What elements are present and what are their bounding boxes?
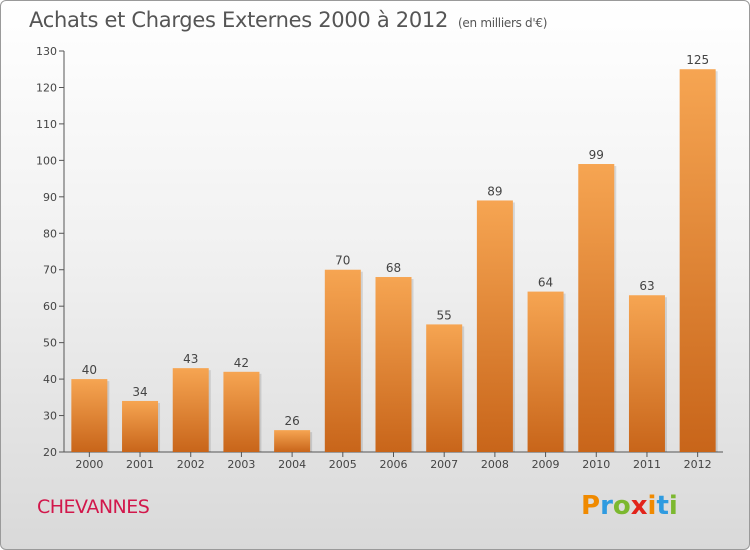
bar-value-label: 68 (386, 261, 401, 275)
logo-letter: i (668, 491, 678, 521)
x-tick-label: 2003 (227, 458, 255, 471)
x-tick: 2001 (126, 452, 154, 471)
x-tick-label: 2005 (329, 458, 357, 471)
x-tick-label: 2007 (430, 458, 458, 471)
bar (172, 368, 209, 452)
x-tick: 2003 (227, 452, 255, 471)
bar-value-label: 42 (234, 356, 249, 370)
logo-letter: o (612, 491, 631, 521)
y-tick-label: 110 (36, 118, 57, 131)
x-tick: 2010 (582, 452, 610, 471)
y-tick: 120 (36, 81, 64, 94)
y-tick: 80 (43, 227, 64, 240)
y-tick: 110 (36, 118, 64, 131)
x-tick: 2007 (430, 452, 458, 471)
bar-value-label: 55 (437, 308, 452, 322)
y-tick: 100 (36, 154, 64, 167)
bar (375, 277, 412, 452)
chart-title: Achats et Charges Externes 2000 à 2012 (e… (29, 8, 547, 32)
bar-value-label: 64 (538, 276, 553, 290)
logo-letter: i (647, 491, 657, 521)
y-tick-label: 20 (43, 446, 57, 459)
x-tick-label: 2011 (633, 458, 661, 471)
x-tick-label: 2000 (75, 458, 103, 471)
x-tick: 2004 (278, 452, 306, 471)
bar-value-label: 34 (132, 385, 147, 399)
x-tick: 2000 (75, 452, 103, 471)
bar-value-label: 125 (686, 53, 709, 67)
x-tick: 2002 (177, 452, 205, 471)
x-tick: 2008 (481, 452, 509, 471)
bar-value-label: 70 (335, 254, 350, 268)
x-tick-label: 2012 (684, 458, 712, 471)
y-tick-label: 80 (43, 227, 57, 240)
x-tick-label: 2004 (278, 458, 306, 471)
y-tick: 70 (43, 264, 64, 277)
y-tick-label: 60 (43, 300, 57, 313)
bar-value-label: 40 (82, 363, 97, 377)
bar-value-label: 89 (487, 184, 502, 198)
x-tick: 2011 (633, 452, 661, 471)
y-tick: 130 (36, 45, 64, 58)
x-tick: 2006 (380, 452, 408, 471)
x-tick-label: 2006 (380, 458, 408, 471)
x-tick-label: 2009 (532, 458, 560, 471)
bar (274, 430, 311, 452)
bar (628, 295, 665, 452)
x-tick: 2009 (532, 452, 560, 471)
bar-value-label: 43 (183, 352, 198, 366)
y-tick-label: 70 (43, 264, 57, 277)
bar (426, 324, 463, 452)
y-tick: 90 (43, 191, 64, 204)
y-tick-label: 120 (36, 81, 57, 94)
bar (679, 69, 716, 453)
bar (71, 379, 108, 452)
x-tick: 2012 (684, 452, 712, 471)
bar-value-label: 26 (284, 414, 299, 428)
bar-value-label: 63 (639, 279, 654, 293)
y-tick: 60 (43, 300, 64, 313)
y-tick-label: 90 (43, 191, 57, 204)
y-tick-label: 100 (36, 154, 57, 167)
y-tick: 30 (43, 410, 64, 423)
town-name: CHEVANNES (37, 496, 150, 518)
y-tick-label: 40 (43, 373, 57, 386)
bars (71, 69, 718, 453)
logo-letter: x (630, 491, 648, 521)
bar (223, 371, 260, 452)
bar-value-label: 99 (589, 148, 604, 162)
x-tick-label: 2001 (126, 458, 154, 471)
y-tick-label: 130 (36, 45, 57, 58)
y-tick: 50 (43, 337, 64, 350)
bar (476, 200, 513, 452)
x-tick-label: 2010 (582, 458, 610, 471)
y-tick: 20 (43, 446, 64, 459)
y-tick: 40 (43, 373, 64, 386)
logo-letter: P (581, 491, 601, 521)
bar (122, 400, 159, 452)
x-tick-label: 2002 (177, 458, 205, 471)
bar (527, 291, 564, 452)
logo-letter: t (656, 491, 669, 521)
x-tick: 2005 (329, 452, 357, 471)
bar (324, 269, 361, 452)
proxiti-logo: Proxiti (581, 491, 678, 521)
logo-letter: r (600, 491, 613, 521)
bar (578, 164, 615, 452)
x-tick-label: 2008 (481, 458, 509, 471)
chart-title-text: Achats et Charges Externes 2000 à 2012 (29, 8, 449, 32)
y-tick-label: 50 (43, 337, 57, 350)
chart-unit: (en milliers d'€) (458, 16, 548, 30)
value-labels: 40 34 43 42 26 70 68 55 89 64 99 63 125 (82, 53, 709, 428)
axes: 20 30 40 50 60 70 80 90 100 110 120 130 2000 2001 2002… (36, 45, 723, 471)
y-tick-label: 30 (43, 410, 57, 423)
